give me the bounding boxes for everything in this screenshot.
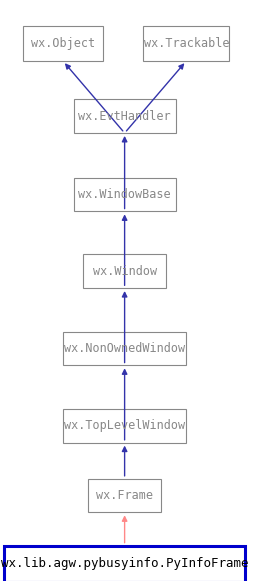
Text: wx.Trackable: wx.Trackable	[143, 37, 229, 50]
FancyBboxPatch shape	[23, 26, 103, 61]
FancyBboxPatch shape	[63, 332, 186, 365]
Text: wx.Object: wx.Object	[31, 37, 95, 50]
Text: wx.EvtHandler: wx.EvtHandler	[78, 110, 171, 123]
FancyBboxPatch shape	[143, 26, 229, 61]
FancyBboxPatch shape	[63, 409, 186, 443]
FancyBboxPatch shape	[4, 546, 245, 581]
Text: wx.Frame: wx.Frame	[96, 489, 153, 502]
FancyBboxPatch shape	[83, 254, 166, 288]
FancyBboxPatch shape	[74, 178, 176, 211]
FancyBboxPatch shape	[88, 479, 161, 512]
Text: wx.WindowBase: wx.WindowBase	[78, 188, 171, 201]
Text: wx.TopLevelWindow: wx.TopLevelWindow	[64, 419, 185, 432]
Text: wx.Window: wx.Window	[92, 265, 157, 278]
FancyBboxPatch shape	[74, 99, 176, 133]
Text: wx.lib.agw.pybusyinfo.PyInfoFrame: wx.lib.agw.pybusyinfo.PyInfoFrame	[1, 557, 248, 570]
Text: wx.NonOwnedWindow: wx.NonOwnedWindow	[64, 342, 185, 355]
